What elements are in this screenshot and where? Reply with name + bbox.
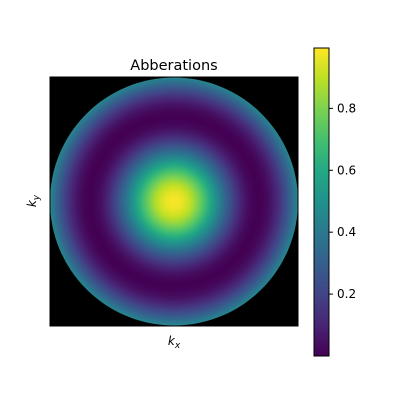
colorbar-tick-label: 0.2 — [337, 287, 356, 301]
colorbar-frame — [313, 47, 330, 357]
chart-title: Abberations — [130, 58, 217, 74]
colorbar-tick-label: 0.4 — [337, 225, 356, 239]
colorbar-fill — [314, 48, 329, 356]
colorbar-ticks: 0.2 0.4 0.6 0.8 — [329, 101, 356, 301]
x-axis-label: kx — [168, 334, 181, 351]
plot-area — [49, 76, 299, 327]
colorbar: 0.2 0.4 0.6 0.8 — [313, 47, 356, 357]
colorbar-tick-label: 0.8 — [337, 101, 356, 115]
y-axis-label: ky — [25, 194, 42, 207]
colorbar-tick-label: 0.6 — [337, 163, 356, 177]
plot-frame — [49, 76, 299, 327]
aperture-disk — [50, 77, 298, 326]
